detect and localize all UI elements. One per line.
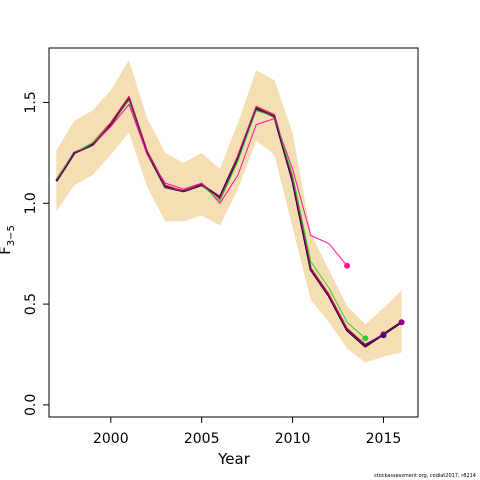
credit-text: stockassessment.org, codiat2017, r8214 bbox=[374, 473, 476, 479]
x-tick-label-2000: 2000 bbox=[93, 431, 129, 447]
confidence-band bbox=[56, 60, 402, 363]
series-endpoint-4 bbox=[398, 319, 405, 326]
series-endpoint-5 bbox=[380, 332, 387, 339]
x-tick-label-2010: 2010 bbox=[275, 431, 311, 447]
plot-frame bbox=[48, 47, 419, 418]
x-tick-label-2015: 2015 bbox=[366, 431, 402, 447]
y-axis: 0.0 0.5 1.0 1.5 bbox=[23, 91, 49, 416]
x-axis: 2000 2005 2010 2015 bbox=[93, 417, 401, 447]
x-axis-label: Year bbox=[217, 450, 251, 468]
y-tick-label-0: 0.0 bbox=[23, 394, 39, 416]
y-axis-label-main: F bbox=[0, 246, 14, 255]
series-endpoint-3 bbox=[362, 335, 369, 342]
series-layer bbox=[55, 95, 405, 348]
y-axis-label: F3−5 bbox=[0, 225, 17, 255]
series-line-2 bbox=[55, 104, 348, 267]
series-line-1 bbox=[55, 95, 384, 345]
y-tick-label-3: 1.5 bbox=[23, 91, 39, 113]
series-line-4 bbox=[55, 97, 402, 347]
y-axis-label-subscript: 3−5 bbox=[6, 225, 17, 246]
confidence-band-layer bbox=[56, 60, 402, 363]
y-tick-label-1: 0.5 bbox=[23, 293, 39, 315]
series-line-5 bbox=[365, 334, 384, 345]
y-tick-label-2: 1.0 bbox=[23, 192, 39, 214]
series-endpoint-2 bbox=[344, 262, 351, 269]
x-tick-label-2005: 2005 bbox=[184, 431, 220, 447]
